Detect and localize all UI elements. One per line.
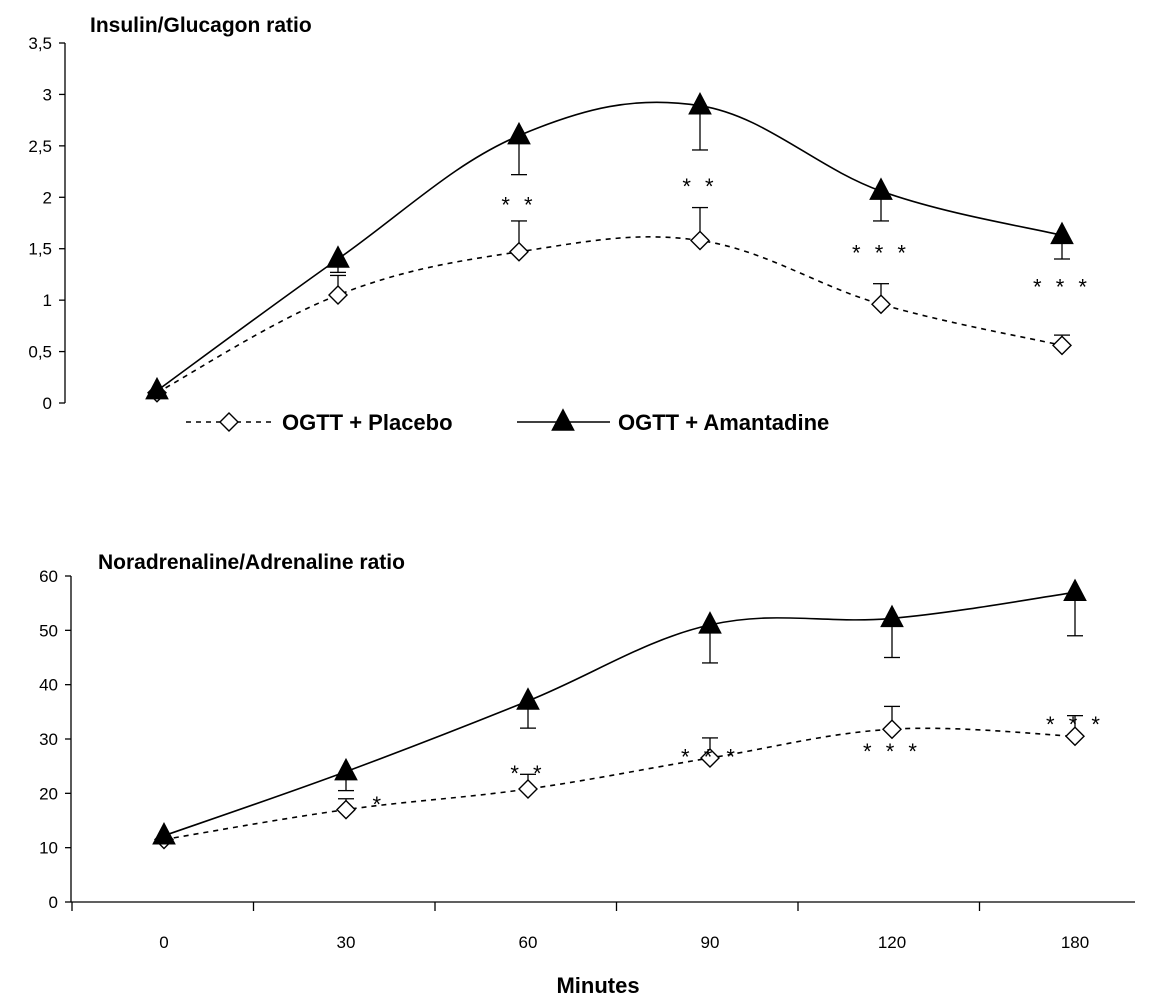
legend-placebo-marker — [219, 412, 239, 432]
y-tick-label: 2 — [43, 188, 52, 207]
amantadine-point — [869, 177, 893, 200]
significance-marker: * * * — [852, 241, 910, 266]
significance-marker: * — [372, 792, 385, 817]
amantadine-point — [880, 604, 904, 628]
y-tick-label: 30 — [39, 730, 58, 749]
x-tick-label: 0 — [159, 933, 168, 952]
insulin-glucagon-markers — [145, 92, 1074, 403]
insulin-glucagon-error-bars — [330, 105, 1070, 346]
placebo-point — [518, 778, 538, 799]
y-tick-label: 1 — [43, 291, 52, 310]
amantadine-point — [334, 757, 358, 781]
significance-marker: * * — [682, 174, 717, 199]
noradrenaline-adrenaline-axes: 0 10 20 30 40 50 60 0 30 60 90 120 180 — [39, 567, 1135, 952]
series-line-amantadine — [156, 101, 1063, 392]
insulin-glucagon-title: Insulin/Glucagon ratio — [90, 14, 312, 37]
insulin-glucagon-significance: * * * * * * * * * * — [501, 174, 1091, 300]
insulin-glucagon-series-lines — [156, 101, 1063, 394]
x-tick-label: 120 — [878, 933, 906, 952]
significance-marker: * * * — [1033, 275, 1091, 300]
amantadine-point — [145, 376, 169, 400]
y-tick-label: 0 — [43, 394, 52, 413]
series-line-placebo — [156, 236, 1063, 394]
insulin-glucagon-y-axis: 0 0,5 1 1,5 2 2,5 3 3,5 — [28, 34, 66, 413]
y-tick-label: 20 — [39, 784, 58, 803]
legend-amantadine-marker — [551, 408, 575, 431]
y-tick-label: 3,5 — [28, 34, 52, 53]
noradrenaline-adrenaline-title: Noradrenaline/Adrenaline ratio — [98, 551, 405, 574]
amantadine-point — [698, 611, 722, 634]
y-tick-label: 40 — [39, 676, 58, 695]
series-line-amantadine — [163, 591, 1076, 837]
significance-marker: * * * — [1046, 712, 1104, 737]
y-tick-label: 60 — [39, 567, 58, 586]
amantadine-point — [1063, 578, 1087, 602]
placebo-point — [871, 294, 891, 315]
significance-marker: * * — [510, 761, 545, 786]
x-axis-title: Minutes — [556, 973, 639, 998]
y-tick-label: 50 — [39, 621, 58, 640]
insulin-glucagon-chart: Insulin/Glucagon ratio 00,511,522,533,5 … — [28, 14, 1091, 413]
placebo-point — [700, 748, 720, 769]
amantadine-point — [507, 121, 531, 145]
placebo-point — [336, 799, 356, 820]
x-tick-label: 30 — [337, 933, 356, 952]
placebo-point — [690, 230, 710, 251]
amantadine-point — [326, 245, 350, 268]
significance-marker: * * * — [863, 739, 921, 764]
placebo-point — [509, 241, 529, 262]
significance-marker: * * * — [681, 745, 739, 770]
x-tick-label: 180 — [1061, 933, 1089, 952]
placebo-point — [882, 719, 902, 740]
legend-placebo-label: OGTT + Placebo — [282, 410, 453, 435]
amantadine-point — [152, 821, 176, 845]
legend-amantadine-label: OGTT + Amantadine — [618, 410, 829, 435]
y-tick-label: 1,5 — [28, 240, 52, 259]
significance-marker: * * — [501, 192, 536, 217]
amantadine-point — [688, 92, 712, 115]
y-tick-label: 10 — [39, 839, 58, 858]
y-tick-label: 2,5 — [28, 137, 52, 156]
noradrenaline-adrenaline-series-lines — [163, 591, 1076, 841]
y-tick-label: 0 — [49, 893, 58, 912]
y-tick-label: 0,5 — [28, 343, 52, 362]
noradrenaline-adrenaline-significance: * * * * * * * * * * * * — [372, 712, 1104, 817]
y-tick-label: 3 — [43, 85, 52, 104]
noradrenaline-adrenaline-markers — [152, 578, 1087, 850]
series-line-placebo — [163, 727, 1076, 841]
noradrenaline-adrenaline-chart: Noradrenaline/Adrenaline ratio 0 10 20 30 40… — [39, 551, 1135, 998]
amantadine-point — [1050, 221, 1074, 245]
amantadine-point — [516, 687, 540, 710]
placebo-point — [328, 285, 348, 305]
placebo-point — [1065, 726, 1085, 747]
x-tick-label: 60 — [519, 933, 538, 952]
placebo-point — [1052, 335, 1072, 356]
x-tick-label: 90 — [701, 933, 720, 952]
legend: OGTT + Placebo OGTT + Amantadine — [186, 408, 829, 435]
